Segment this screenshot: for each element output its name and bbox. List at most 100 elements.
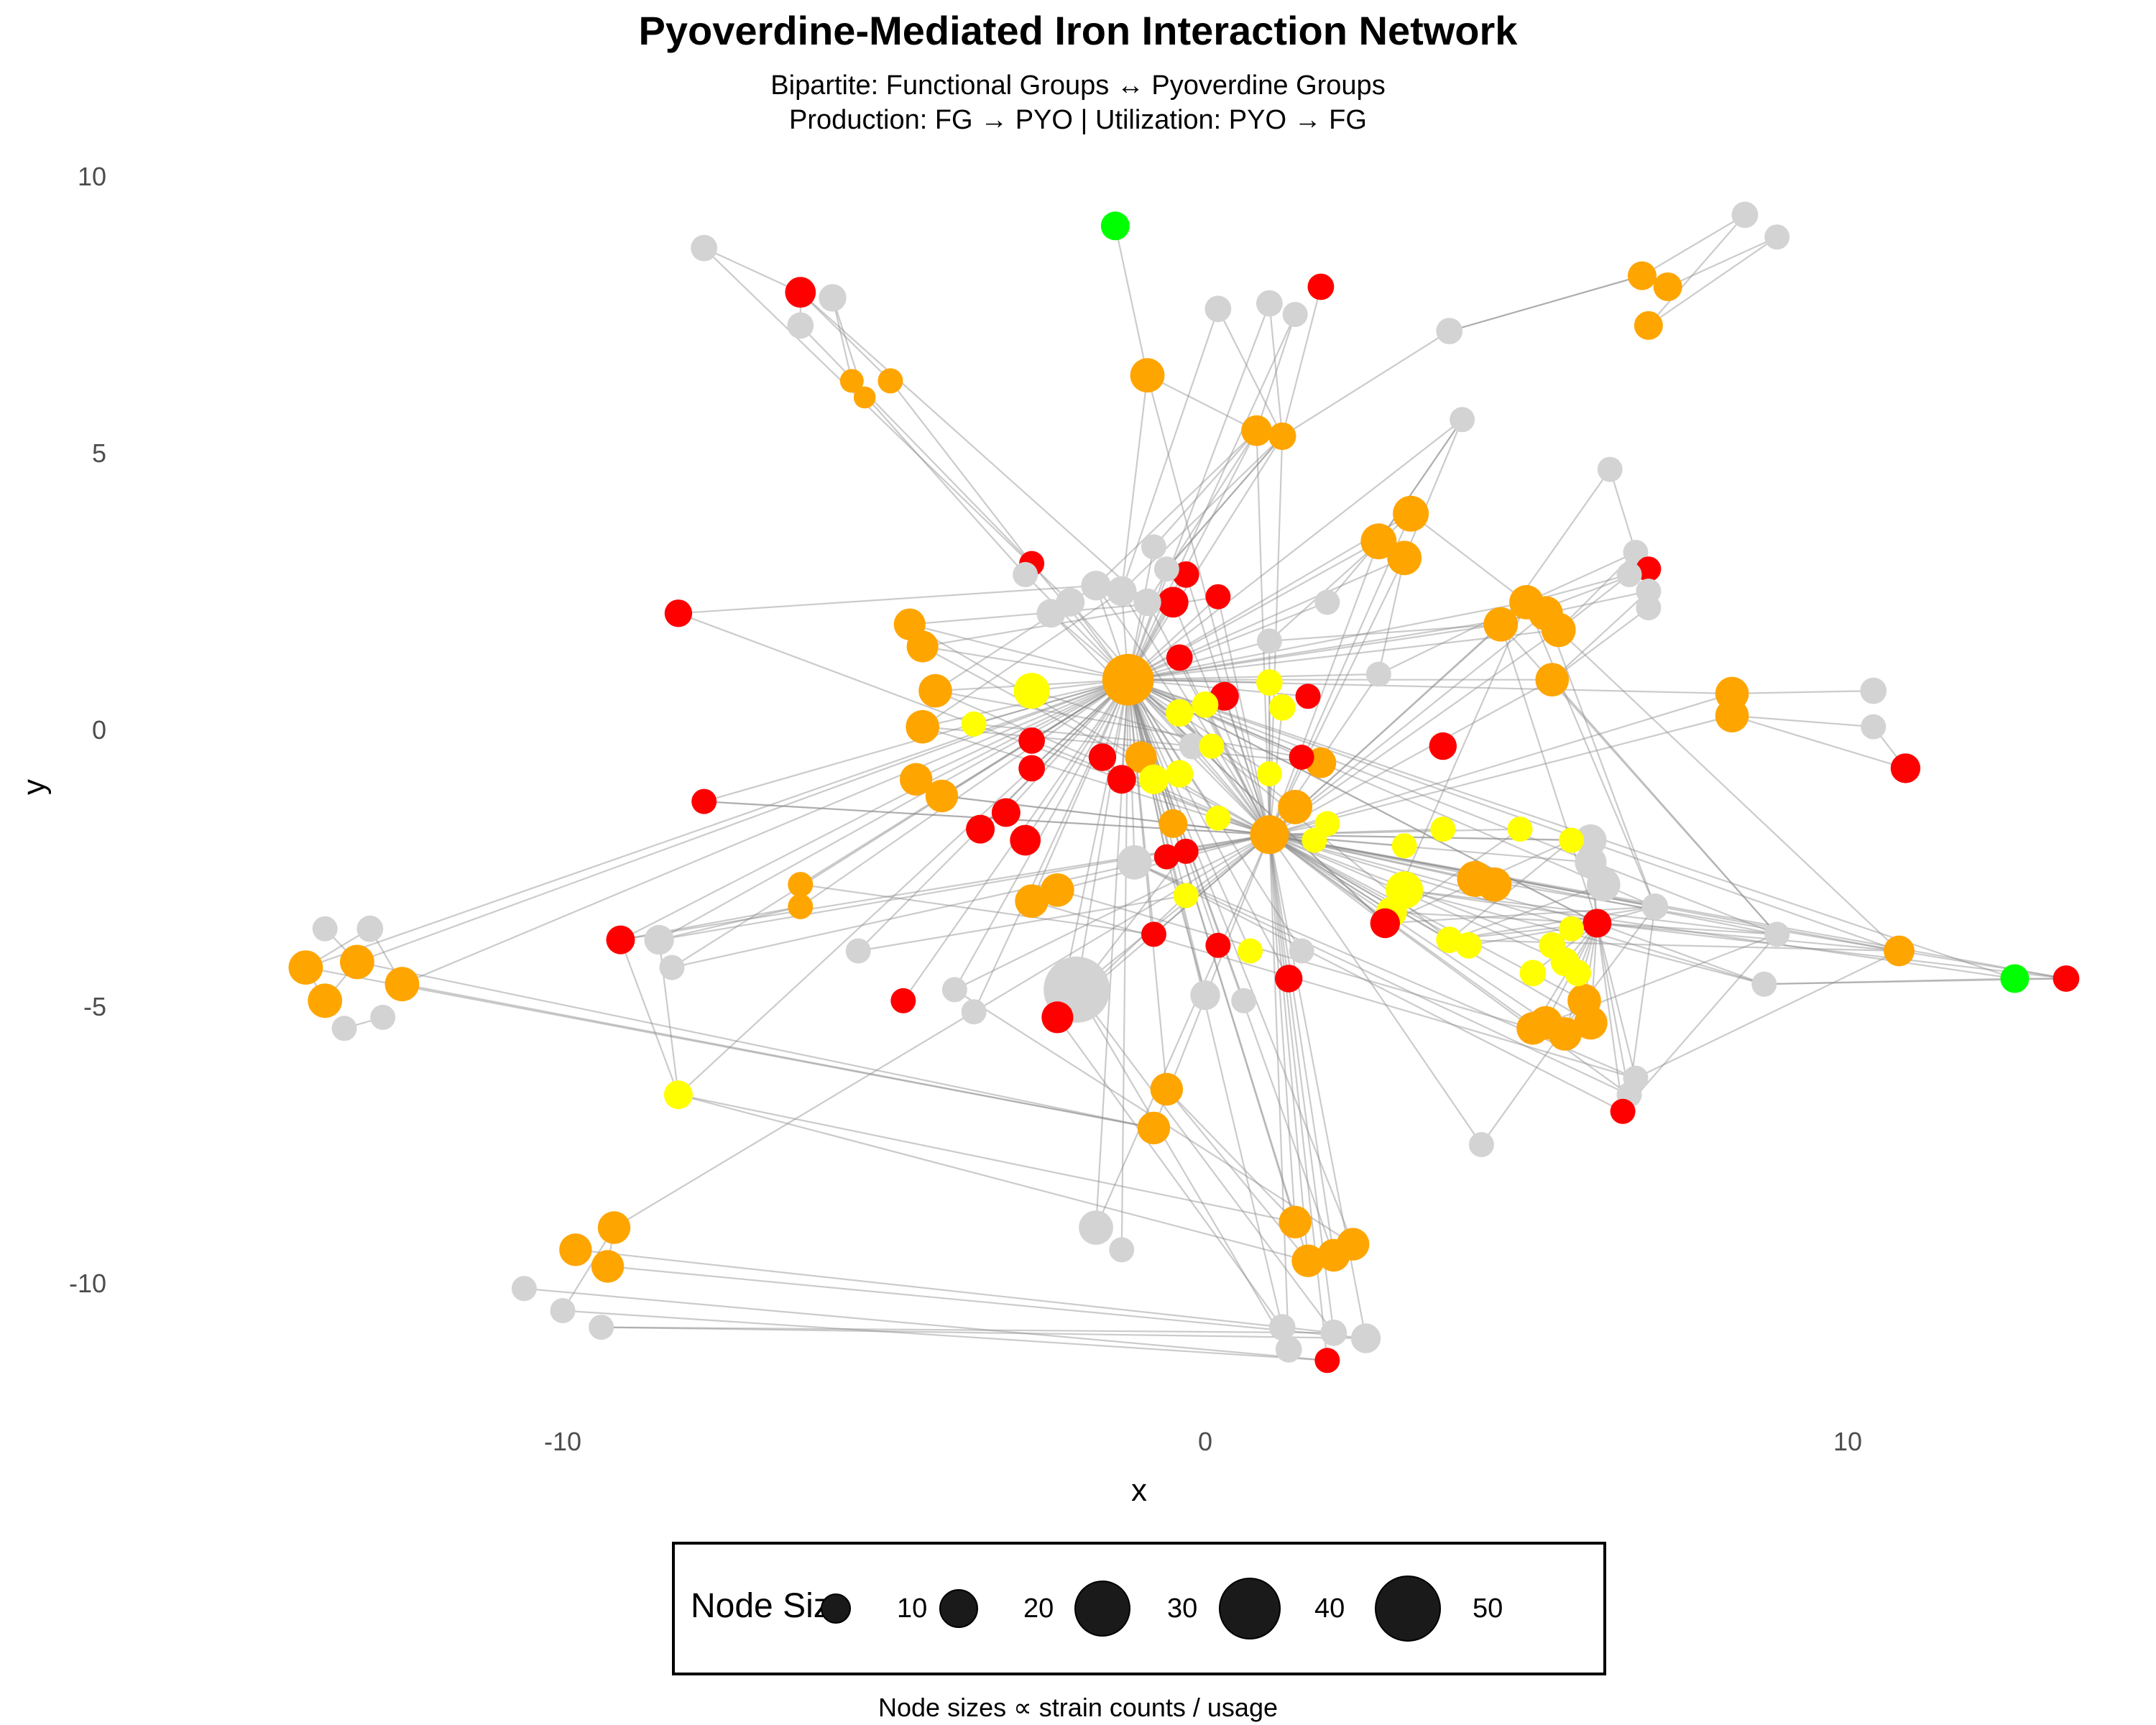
network-node-orange [1627, 261, 1657, 290]
network-edge [1223, 696, 1271, 835]
network-edge [1596, 922, 1765, 985]
network-node-red [664, 599, 693, 627]
network-edge [1146, 374, 1271, 835]
network-node-orange [788, 872, 814, 898]
y-tick-label: 5 [92, 438, 106, 468]
network-edge [1667, 236, 1778, 288]
network-node-gray [550, 1298, 576, 1323]
network-node-orange [788, 893, 814, 919]
network-edge [1281, 330, 1450, 437]
network-edge [1268, 834, 1296, 1223]
network-node-orange [900, 763, 933, 796]
network-edge [356, 961, 1154, 1129]
y-tick-label: 0 [92, 715, 106, 745]
network-node-orange [1150, 1072, 1184, 1106]
network-edge [1172, 602, 1271, 835]
network-node-gray [659, 954, 685, 980]
network-node-yellow [663, 1080, 693, 1110]
network-node-gray [1575, 846, 1607, 878]
network-edge [1217, 596, 1271, 835]
network-edge [1268, 834, 1630, 1096]
network-edge [935, 690, 1302, 758]
network-edge [1127, 679, 1290, 980]
network-edge [1628, 906, 1656, 1095]
network-node-gray [1282, 302, 1308, 327]
network-edge [1128, 601, 1328, 681]
footnote: Node sizes ∝ strain counts / usage [878, 1693, 1278, 1722]
network-edge [607, 1265, 1366, 1340]
network-node-red [1890, 753, 1921, 783]
network-node-gray [1013, 561, 1038, 587]
network-edge [1120, 375, 1148, 592]
network-edge [1005, 678, 1129, 814]
network-node-red [606, 925, 635, 954]
network-node-red [1041, 1001, 1074, 1034]
network-edge [678, 678, 1129, 1096]
network-node-orange [384, 967, 420, 1002]
network-edge [1557, 629, 1900, 952]
network-node-gray [1081, 571, 1111, 601]
network-node-gray [1153, 556, 1179, 582]
network-edge [799, 325, 1033, 564]
network-edge [1648, 214, 1746, 326]
network-edge [1128, 678, 1899, 952]
network-node-gray [1109, 1237, 1135, 1263]
network-node-orange [340, 944, 374, 980]
network-node-red [2053, 965, 2080, 992]
network-edge [1128, 678, 1733, 695]
network-edge [1268, 834, 1591, 1024]
network-node-orange [1548, 1017, 1582, 1051]
network-node-red [1275, 965, 1303, 993]
edges-layer [305, 213, 2067, 1361]
network-node-yellow [1565, 960, 1591, 987]
network-node-gray [1107, 576, 1137, 607]
network-edge [1268, 540, 1380, 835]
network-edge [916, 678, 1129, 781]
network-edge [658, 906, 801, 941]
network-edge [1269, 828, 1443, 836]
network-node-orange [1528, 596, 1563, 631]
network-edge [1128, 673, 1379, 681]
network-edge [909, 623, 1128, 681]
network-edge [613, 834, 1270, 1228]
network-edge [1404, 419, 1463, 558]
network-edge [1128, 678, 1598, 924]
network-edge [1166, 856, 1207, 995]
network-edge [1076, 989, 1335, 1333]
legend-size-dot [1219, 1578, 1281, 1639]
network-node-gray [1268, 1314, 1296, 1340]
network-node-yellow [1238, 938, 1263, 964]
chart-subtitle-line2: Production: FG → PYO | Utilization: PYO … [789, 105, 1367, 135]
network-node-orange [877, 368, 903, 394]
network-edge [800, 678, 1129, 908]
network-node-red [1205, 584, 1231, 610]
network-node-orange [1268, 422, 1296, 451]
network-node-orange [1241, 415, 1272, 446]
network-node-red [1172, 561, 1199, 588]
network-node-gray [511, 1276, 537, 1302]
network-edge [1121, 436, 1284, 592]
network-edge [1269, 834, 1777, 935]
network-edge [973, 678, 1129, 725]
network-node-orange [1279, 1205, 1312, 1239]
network-node-red [1088, 743, 1117, 771]
network-edge [954, 834, 1270, 990]
network-edge [1552, 590, 1649, 681]
network-node-yellow [1199, 733, 1225, 759]
network-edge [1268, 834, 1290, 1350]
network-node-red [1107, 765, 1136, 794]
network-node-gray [356, 915, 384, 942]
network-edge [1268, 602, 1527, 836]
legend-size-label: 40 [1314, 1593, 1345, 1624]
network-node-red [890, 988, 916, 1013]
network-edge [1385, 906, 1655, 924]
network-node-red [1153, 844, 1179, 870]
network-node-orange [1393, 495, 1429, 532]
network-node-gray [845, 938, 871, 964]
network-edge [1146, 602, 1271, 835]
network-edge [1217, 308, 1284, 437]
network-edge [1449, 883, 1604, 941]
network-edge [1127, 679, 1251, 952]
network-edge [619, 678, 1129, 941]
network-edge [1128, 418, 1463, 681]
